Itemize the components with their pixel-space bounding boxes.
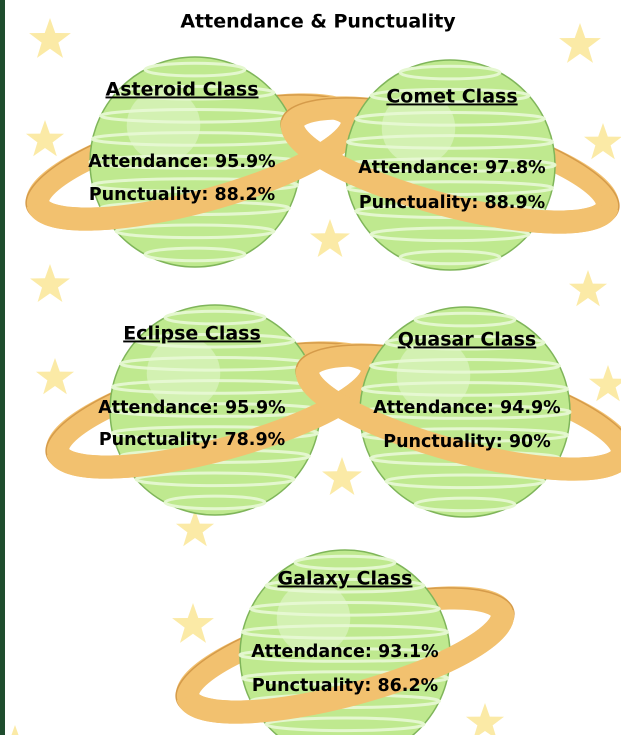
page: Attendance & Punctuality Asteroid Class … (0, 0, 621, 735)
star (172, 603, 214, 643)
class-name: Asteroid Class (105, 79, 258, 101)
class-name: Galaxy Class (278, 568, 413, 590)
star (322, 457, 362, 495)
attendance: Attendance: 95.9% (88, 152, 275, 172)
punctuality: Punctuality: 90% (383, 432, 551, 452)
star (36, 358, 74, 394)
punctuality: Punctuality: 86.2% (252, 676, 438, 696)
attendance: Attendance: 97.8% (358, 158, 545, 178)
star (310, 219, 350, 257)
attendance: Attendance: 94.9% (373, 398, 560, 418)
star (559, 23, 601, 63)
star (466, 703, 504, 735)
artwork: Attendance & Punctuality Asteroid Class … (5, 0, 621, 735)
star (569, 270, 607, 306)
star (29, 18, 71, 58)
punctuality: Punctuality: 88.9% (359, 193, 545, 213)
attendance: Attendance: 93.1% (251, 642, 438, 662)
star (30, 264, 70, 302)
star (26, 120, 64, 156)
class-name: Eclipse Class (123, 323, 261, 345)
class-name: Comet Class (386, 86, 517, 108)
star (5, 725, 29, 735)
star (584, 123, 621, 159)
punctuality: Punctuality: 88.2% (89, 185, 275, 205)
star (589, 365, 621, 401)
class-name: Quasar Class (398, 329, 537, 351)
punctuality: Punctuality: 78.9% (99, 430, 285, 450)
page-title: Attendance & Punctuality (180, 11, 456, 33)
attendance: Attendance: 95.9% (98, 398, 285, 418)
